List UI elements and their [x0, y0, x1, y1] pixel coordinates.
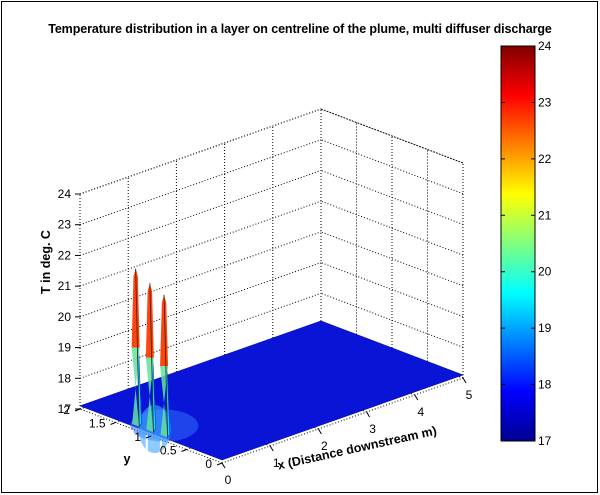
x-tick-label: 5 — [466, 388, 473, 402]
colorbar-tick-label: 23 — [538, 95, 552, 109]
sidewall-grid-z — [320, 169, 464, 225]
colorbar-gradient — [500, 45, 536, 442]
x-tick-mark — [414, 394, 419, 401]
y-axis-label: y — [124, 452, 131, 466]
x-tick-mark — [366, 411, 371, 418]
colorbar: 17 18 19 20 21 22 23 24 — [500, 39, 552, 448]
backwall-grid-z — [79, 169, 322, 256]
y-tick-mark — [216, 462, 223, 466]
backwall-grid-z — [79, 231, 322, 318]
backwall-grid-z — [79, 262, 322, 349]
y-tick-mark — [181, 449, 187, 452]
z-tick-label: 22 — [58, 248, 72, 262]
sidewall-grid-z — [320, 200, 464, 256]
colorbar-tick-label: 18 — [538, 378, 552, 392]
peak-2-ridge — [149, 283, 154, 433]
z-axis-label: T in deg. C — [39, 230, 53, 294]
colorbar-tick-label: 24 — [538, 39, 552, 53]
z-tick-label: 20 — [58, 310, 72, 324]
x-tick-label: 2 — [321, 439, 328, 453]
peak-3-ridge — [163, 294, 169, 438]
colorbar-tick-label: 17 — [538, 434, 552, 448]
colorbar-tick-label: 19 — [538, 321, 552, 335]
z-tick-label: 19 — [58, 341, 72, 355]
sidewall-grid-z — [320, 262, 464, 318]
colorbar-ticks: 17 18 19 20 21 22 23 24 — [501, 39, 552, 448]
box-edge — [79, 108, 322, 195]
z-tick-label: 23 — [58, 218, 72, 232]
y-tick-label: 1.5 — [89, 417, 106, 431]
peak-2-crest — [145, 283, 154, 358]
y-tick-label: 0 — [205, 457, 212, 471]
backwall-grid-z — [79, 292, 322, 379]
colorbar-tick-label: 22 — [538, 152, 552, 166]
backwall-grid-z — [79, 139, 322, 226]
y-tick-label: 0.5 — [160, 444, 177, 458]
x-tick-mark — [221, 462, 226, 469]
y-tick-label: 2 — [63, 403, 70, 417]
sidewall-grid-z — [320, 139, 464, 195]
x-tick-label: 3 — [369, 422, 376, 436]
y-tick-mark — [145, 435, 152, 439]
y-tick-label: 1 — [134, 430, 141, 444]
chart-title: Temperature distribution in a layer on c… — [48, 22, 552, 36]
peak-1-crest — [131, 268, 140, 348]
z-tick-label: 17 — [58, 402, 72, 416]
x-tick-mark — [462, 377, 467, 384]
peak-1-ridge — [135, 268, 140, 427]
temperature-surface — [79, 268, 464, 461]
x-tick-label: 4 — [417, 405, 424, 419]
x-tick-mark — [269, 445, 274, 452]
x-tick-label: 1 — [273, 456, 280, 470]
z-tick-label: 21 — [58, 279, 72, 293]
x-tick-mark — [317, 428, 322, 435]
sidewall-grid-z — [320, 231, 464, 287]
z-tick-label: 18 — [58, 371, 72, 385]
peak-3-crest — [160, 294, 169, 367]
colorbar-tick-label: 21 — [538, 208, 552, 222]
colorbar-tick-label: 20 — [538, 265, 552, 279]
y-tick-mark — [110, 422, 116, 425]
box-edge — [320, 108, 464, 164]
x-tick-label: 0 — [225, 473, 232, 487]
backwall-grid-z — [79, 200, 322, 287]
floor-grid-y — [221, 377, 464, 464]
sidewall-grid-z — [320, 292, 464, 348]
z-tick-label: 24 — [58, 187, 72, 201]
